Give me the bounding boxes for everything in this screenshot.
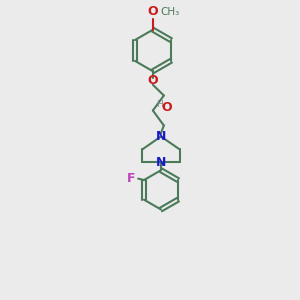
Text: O: O [161,100,172,113]
Text: F: F [127,172,135,185]
Text: O: O [148,4,158,18]
Text: N: N [156,156,166,169]
Text: CH₃: CH₃ [161,8,180,17]
Text: H: H [156,100,163,109]
Text: N: N [156,130,166,143]
Text: O: O [148,74,158,87]
